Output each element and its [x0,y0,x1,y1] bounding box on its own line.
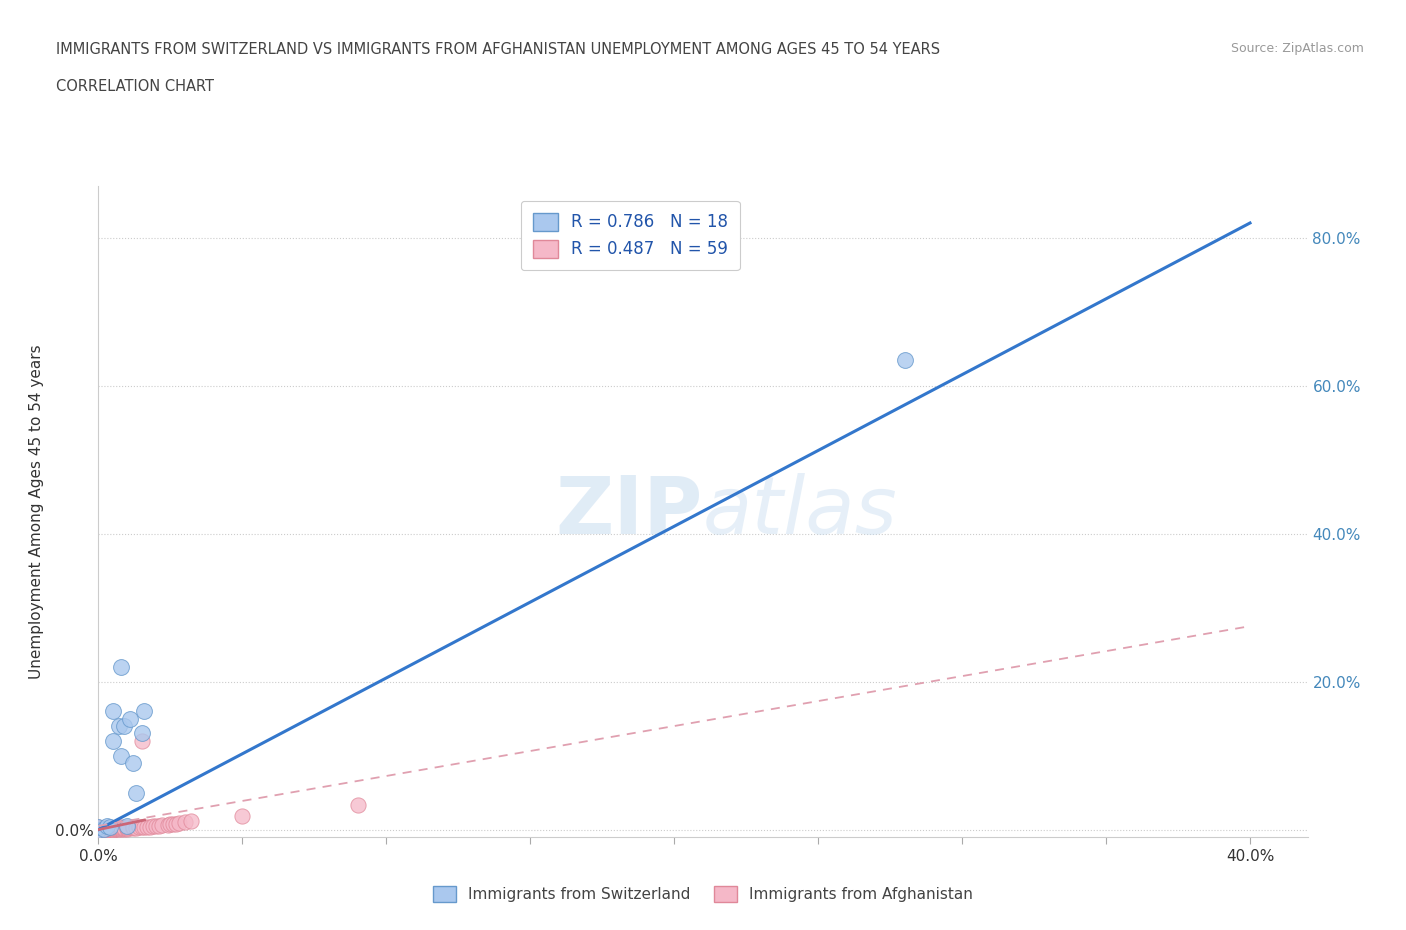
Point [893,352,915,367]
Point [346,798,368,813]
Legend: R = 0.786   N = 18, R = 0.487   N = 59: R = 0.786 N = 18, R = 0.487 N = 59 [522,201,740,270]
Point [87,822,110,837]
Point [96,821,118,836]
Point [101,822,124,837]
Point [115,820,138,835]
Point [110,821,132,836]
Point [165,817,187,831]
Point [180,814,202,829]
Point [150,817,173,832]
Point [98,821,121,836]
Point [104,821,127,836]
Point [145,818,167,833]
Point [104,820,127,835]
Point [115,820,138,835]
Point [159,817,181,831]
Point [131,734,153,749]
Point [162,817,184,831]
Point [122,755,145,770]
Text: IMMIGRANTS FROM SWITZERLAND VS IMMIGRANTS FROM AFGHANISTAN UNEMPLOYMENT AMONG AG: IMMIGRANTS FROM SWITZERLAND VS IMMIGRANT… [56,42,941,57]
Point [101,821,124,836]
Point [231,809,253,824]
Point [98,822,121,837]
Point [112,719,135,734]
Point [110,820,132,835]
Point [112,820,135,835]
Point [87,822,110,837]
Point [87,821,110,836]
Point [112,821,135,836]
Point [107,820,129,835]
Point [90,821,112,836]
Point [136,819,159,834]
Point [93,820,115,835]
Text: atlas: atlas [703,472,898,551]
Y-axis label: Unemployment Among Ages 45 to 54 years: Unemployment Among Ages 45 to 54 years [28,344,44,679]
Point [87,820,110,835]
Point [87,821,110,836]
Point [101,820,124,835]
Point [96,821,118,836]
Point [101,822,124,837]
Point [115,821,138,836]
Point [139,819,162,834]
Point [98,820,121,835]
Point [87,820,110,835]
Point [148,818,170,833]
Point [101,704,124,719]
Point [101,821,124,836]
Point [93,821,115,836]
Point [131,726,153,741]
Point [87,822,110,837]
Point [142,818,165,833]
Point [173,815,195,830]
Legend: Immigrants from Switzerland, Immigrants from Afghanistan: Immigrants from Switzerland, Immigrants … [427,880,979,909]
Point [110,659,132,674]
Point [96,818,118,833]
Point [107,821,129,836]
Point [98,820,121,835]
Point [90,822,112,837]
Point [93,822,115,837]
Point [167,816,190,830]
Point [87,820,110,835]
Point [125,820,148,835]
Text: Source: ZipAtlas.com: Source: ZipAtlas.com [1230,42,1364,55]
Point [131,820,153,835]
Point [125,785,148,800]
Text: CORRELATION CHART: CORRELATION CHART [56,79,214,94]
Point [107,820,129,835]
Point [110,820,132,835]
Point [122,820,145,835]
Point [110,748,132,763]
Point [128,820,150,835]
Point [120,711,142,726]
Point [104,820,127,835]
Point [134,819,156,834]
Point [96,820,118,835]
Point [107,719,129,734]
Text: ZIP: ZIP [555,472,703,551]
Point [115,818,138,833]
Point [101,734,124,749]
Point [93,821,115,836]
Point [134,704,156,719]
Point [156,817,179,832]
Point [122,820,145,835]
Point [96,822,118,837]
